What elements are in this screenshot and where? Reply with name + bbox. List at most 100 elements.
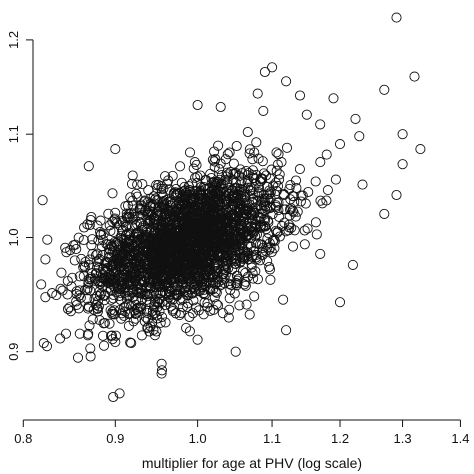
- scatter-point: [110, 266, 121, 277]
- scatter-point: [244, 309, 255, 320]
- scatter-point: [187, 308, 198, 319]
- x-tick-label: 1.4: [451, 431, 469, 446]
- scatter-point: [192, 276, 203, 287]
- scatter-point: [103, 208, 114, 219]
- scatter-point: [144, 272, 155, 284]
- scatter-point: [300, 198, 311, 209]
- scatter-point: [269, 243, 280, 254]
- scatter-point: [69, 255, 80, 266]
- scatter-point: [170, 274, 181, 285]
- scatter-point: [101, 256, 112, 267]
- scatter-point: [215, 101, 226, 113]
- scatter-point: [285, 180, 296, 191]
- scatter-point: [93, 262, 104, 273]
- scatter-point: [230, 167, 242, 179]
- scatter-point: [165, 289, 176, 300]
- scatter-point: [273, 205, 284, 216]
- scatter-point: [92, 248, 103, 259]
- scatter-point: [139, 196, 150, 207]
- scatter-point: [249, 291, 260, 302]
- scatter-point: [291, 182, 302, 194]
- scatter-point: [415, 144, 426, 155]
- scatter-point: [255, 222, 266, 233]
- scatter-point: [211, 177, 222, 188]
- scatter-point: [228, 158, 239, 169]
- scatter-point: [142, 264, 154, 275]
- scatter-point: [188, 163, 199, 174]
- scatter-point: [269, 189, 281, 200]
- scatter-point: [173, 197, 184, 208]
- scatter-point: [280, 204, 291, 215]
- scatter-point: [257, 243, 268, 254]
- scatter-point: [110, 330, 121, 341]
- scatter-point: [74, 328, 85, 339]
- scatter-point: [100, 271, 111, 283]
- scatter-point: [184, 239, 195, 250]
- scatter-point: [128, 254, 139, 266]
- scatter-point: [156, 183, 167, 194]
- scatter-point: [226, 250, 237, 261]
- scatter-point: [92, 303, 103, 314]
- scatter-point: [216, 178, 227, 189]
- scatter-point: [161, 208, 172, 219]
- scatter-point: [114, 272, 125, 283]
- scatter-point: [171, 289, 183, 300]
- scatter-point: [111, 217, 123, 229]
- scatter-point: [211, 182, 222, 193]
- scatter-point: [92, 220, 103, 231]
- scatter-point: [212, 221, 223, 232]
- scatter-point: [200, 281, 211, 292]
- scatter-point: [233, 273, 244, 284]
- scatter-point: [221, 265, 232, 276]
- scatter-point: [147, 305, 158, 316]
- scatter-point: [85, 343, 96, 354]
- scatter-point: [229, 190, 240, 201]
- scatter-point: [123, 244, 134, 255]
- scatter-point: [181, 322, 192, 333]
- scatter-point: [194, 187, 205, 198]
- scatter-point: [210, 153, 221, 165]
- scatter-point: [265, 242, 276, 253]
- scatter-point: [104, 318, 115, 329]
- scatter-point: [112, 253, 123, 264]
- scatter-point: [258, 197, 269, 208]
- x-axis-title: multiplier for age at PHV (log scale): [142, 455, 362, 471]
- scatter-point: [310, 176, 321, 187]
- scatter-point: [252, 88, 263, 99]
- scatter-point: [290, 211, 301, 222]
- scatter-point: [224, 304, 235, 315]
- scatter-point: [167, 239, 178, 250]
- scatter-point: [144, 259, 155, 270]
- scatter-point: [78, 271, 89, 282]
- scatter-point: [239, 191, 250, 202]
- scatter-point: [315, 157, 326, 168]
- scatter-point: [160, 317, 171, 328]
- y-tick-label: 1.2: [6, 31, 21, 49]
- scatter-point: [175, 265, 186, 276]
- scatter-point: [261, 170, 272, 181]
- scatter-point: [41, 341, 53, 352]
- scatter-point: [250, 238, 261, 249]
- scatter-point: [267, 62, 278, 73]
- scatter-point: [391, 12, 402, 23]
- scatter-point: [142, 214, 153, 225]
- scatter-point: [231, 140, 242, 152]
- scatter-point: [92, 296, 103, 307]
- scatter-point: [222, 178, 233, 189]
- scatter-point: [230, 230, 242, 241]
- scatter-point: [101, 238, 112, 250]
- x-tick-label: 1.0: [189, 431, 207, 446]
- scatter-point: [186, 193, 197, 204]
- scatter-point: [264, 264, 276, 275]
- scatter-point: [139, 316, 150, 327]
- scatter-point: [315, 119, 326, 130]
- scatter-point: [215, 210, 226, 221]
- scatter-point: [168, 235, 179, 246]
- scatter-point: [270, 200, 282, 211]
- scatter-point: [156, 311, 168, 322]
- scatter-point: [281, 142, 293, 153]
- scatter-point: [235, 256, 246, 267]
- scatter-point: [232, 278, 243, 289]
- x-tick-label: 0.8: [14, 431, 32, 446]
- scatter-point: [354, 131, 365, 142]
